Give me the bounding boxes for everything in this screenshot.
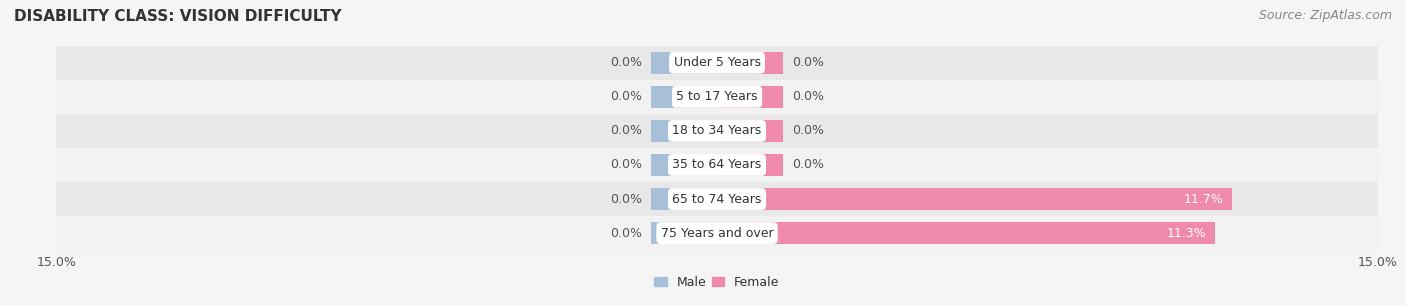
Text: 0.0%: 0.0%	[792, 56, 824, 69]
Bar	[717, 154, 783, 176]
Bar	[717, 120, 783, 142]
Text: 75 Years and over: 75 Years and over	[661, 227, 773, 239]
Legend: Male, Female: Male, Female	[655, 276, 779, 289]
Bar	[651, 86, 717, 108]
Bar	[651, 222, 717, 244]
Bar	[56, 216, 1378, 250]
Bar	[717, 86, 783, 108]
Text: 0.0%: 0.0%	[792, 159, 824, 171]
Bar	[651, 52, 717, 74]
Text: 0.0%: 0.0%	[610, 90, 643, 103]
Text: DISABILITY CLASS: VISION DIFFICULTY: DISABILITY CLASS: VISION DIFFICULTY	[14, 9, 342, 24]
Bar	[56, 80, 1378, 114]
Bar	[56, 114, 1378, 148]
Text: 0.0%: 0.0%	[610, 227, 643, 239]
Text: 0.0%: 0.0%	[610, 192, 643, 206]
Bar	[56, 148, 1378, 182]
Text: 18 to 34 Years: 18 to 34 Years	[672, 124, 762, 137]
Text: 35 to 64 Years: 35 to 64 Years	[672, 159, 762, 171]
Bar	[56, 182, 1378, 216]
Bar	[651, 154, 717, 176]
Text: 11.3%: 11.3%	[1167, 227, 1206, 239]
Text: 11.7%: 11.7%	[1184, 192, 1223, 206]
Bar	[717, 222, 1215, 244]
Text: 65 to 74 Years: 65 to 74 Years	[672, 192, 762, 206]
Bar	[651, 120, 717, 142]
Text: Source: ZipAtlas.com: Source: ZipAtlas.com	[1258, 9, 1392, 22]
Bar	[56, 46, 1378, 80]
Text: 0.0%: 0.0%	[610, 124, 643, 137]
Bar	[717, 188, 1233, 210]
Bar	[717, 52, 783, 74]
Text: 0.0%: 0.0%	[792, 124, 824, 137]
Text: 0.0%: 0.0%	[610, 159, 643, 171]
Bar	[651, 188, 717, 210]
Text: 0.0%: 0.0%	[792, 90, 824, 103]
Text: 0.0%: 0.0%	[610, 56, 643, 69]
Text: Under 5 Years: Under 5 Years	[673, 56, 761, 69]
Text: 5 to 17 Years: 5 to 17 Years	[676, 90, 758, 103]
